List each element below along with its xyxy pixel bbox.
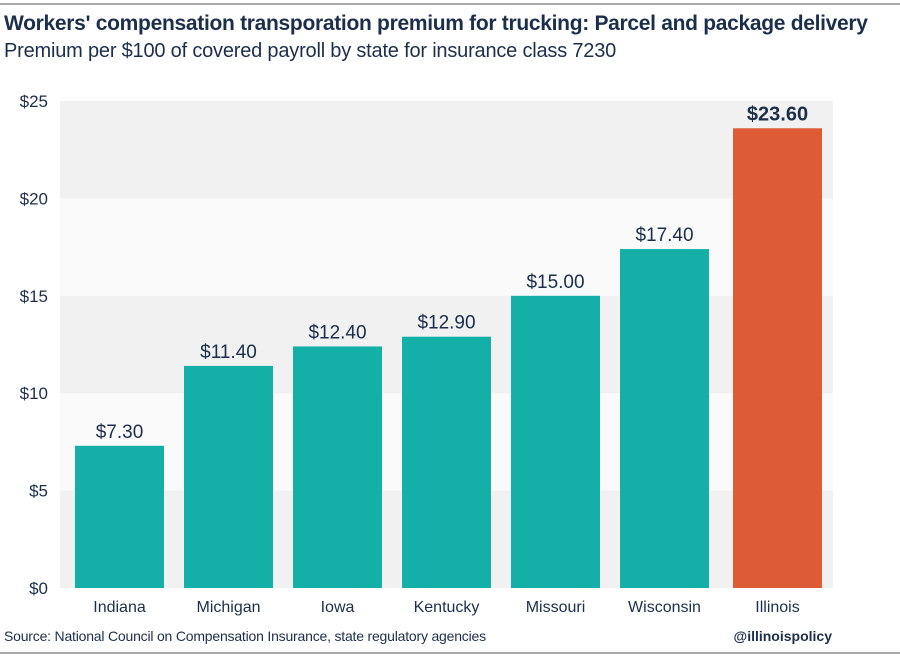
- bottom-rule: [0, 652, 900, 654]
- data-label: $12.40: [308, 322, 366, 343]
- grid-band: [60, 198, 833, 296]
- x-tick-label: Missouri: [526, 599, 586, 616]
- bar-indiana: [75, 445, 164, 588]
- y-tick-label: $5: [29, 482, 48, 501]
- bar-missouri: [511, 295, 600, 588]
- y-tick-label: $15: [20, 287, 48, 306]
- top-rule: [0, 3, 900, 5]
- grid-band: [60, 101, 833, 199]
- data-label: $17.40: [635, 225, 693, 246]
- chart-title: Workers' compensation transporation prem…: [4, 12, 868, 35]
- chart-subtitle: Premium per $100 of covered payroll by s…: [4, 40, 617, 62]
- bar-wisconsin: [620, 249, 709, 588]
- x-tick-label: Kentucky: [414, 599, 480, 616]
- y-tick-label: $0: [29, 579, 48, 598]
- y-tick-label: $10: [20, 384, 48, 403]
- y-tick-label: $25: [20, 92, 48, 111]
- x-tick-label: Illinois: [755, 599, 799, 616]
- source-note: Source: National Council on Compensation…: [4, 628, 486, 644]
- data-label: $12.90: [417, 313, 475, 334]
- data-label: $7.30: [96, 422, 144, 443]
- y-tick-label: $20: [20, 189, 48, 208]
- bar-michigan: [184, 365, 273, 588]
- data-label: $11.40: [200, 342, 257, 363]
- data-label: $15.00: [526, 272, 584, 293]
- brand-handle: @illinoispolicy: [733, 628, 832, 644]
- bar-kentucky: [402, 336, 491, 588]
- x-tick-label: Wisconsin: [628, 599, 701, 616]
- x-tick-label: Michigan: [196, 599, 260, 616]
- bar-illinois: [733, 128, 822, 588]
- x-tick-label: Indiana: [93, 599, 146, 616]
- data-label: $23.60: [747, 103, 808, 125]
- x-tick-label: Iowa: [321, 599, 355, 616]
- bar-iowa: [293, 346, 382, 588]
